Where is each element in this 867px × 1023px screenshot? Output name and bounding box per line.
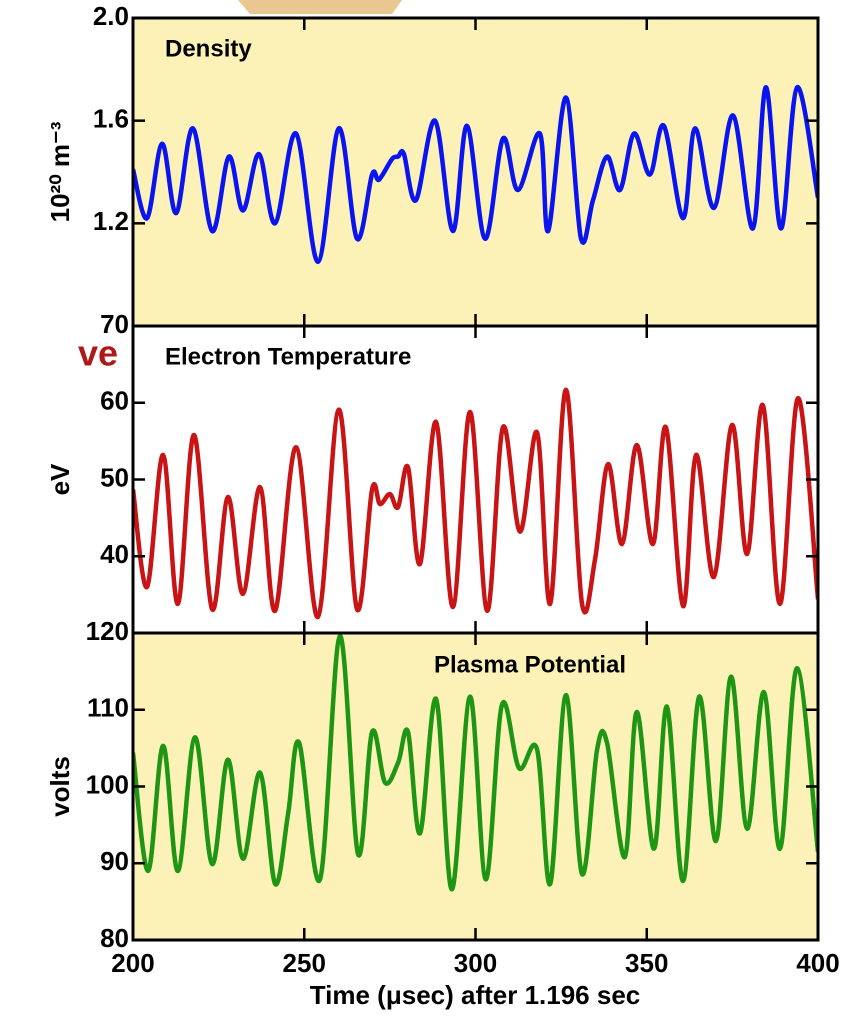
y-tick-label: 120 [86,616,129,646]
y-tick-label: 100 [86,769,129,799]
x-tick-label: 400 [796,948,839,978]
y-axis-label: 10²⁰ m⁻³ [45,121,75,222]
y-axis-label: volts [45,756,75,817]
y-tick-label: 110 [87,693,129,723]
data-line [133,387,818,620]
x-tick-label: 200 [111,948,154,978]
panel-title: Density [165,35,252,62]
y-tick-label: 90 [100,846,129,876]
panel-title: Electron Temperature [165,343,411,370]
y-tick-label: 2.0 [93,1,129,31]
y-axis-label: eV [45,463,75,495]
x-tick-label: 250 [283,948,326,978]
cropped-image [238,0,402,14]
panel-background [133,633,818,940]
y-tick-label: 70 [100,309,129,339]
data-line [133,633,818,892]
panel-title: Plasma Potential [434,651,626,678]
x-tick-label: 350 [625,948,668,978]
panel-frame [131,631,820,942]
y-tick-label: 80 [100,923,129,953]
y-tick-label: 1.2 [93,206,129,236]
x-tick-label: 300 [454,948,497,978]
y-tick-label: 1.6 [93,104,129,134]
cropped-text: ve [78,333,118,374]
data-line [133,85,818,265]
y-tick-label: 60 [100,386,129,416]
y-tick-label: 50 [100,462,129,492]
y-tick-label: 40 [100,539,129,569]
x-axis-label: Time (μsec) after 1.196 sec [310,980,641,1010]
